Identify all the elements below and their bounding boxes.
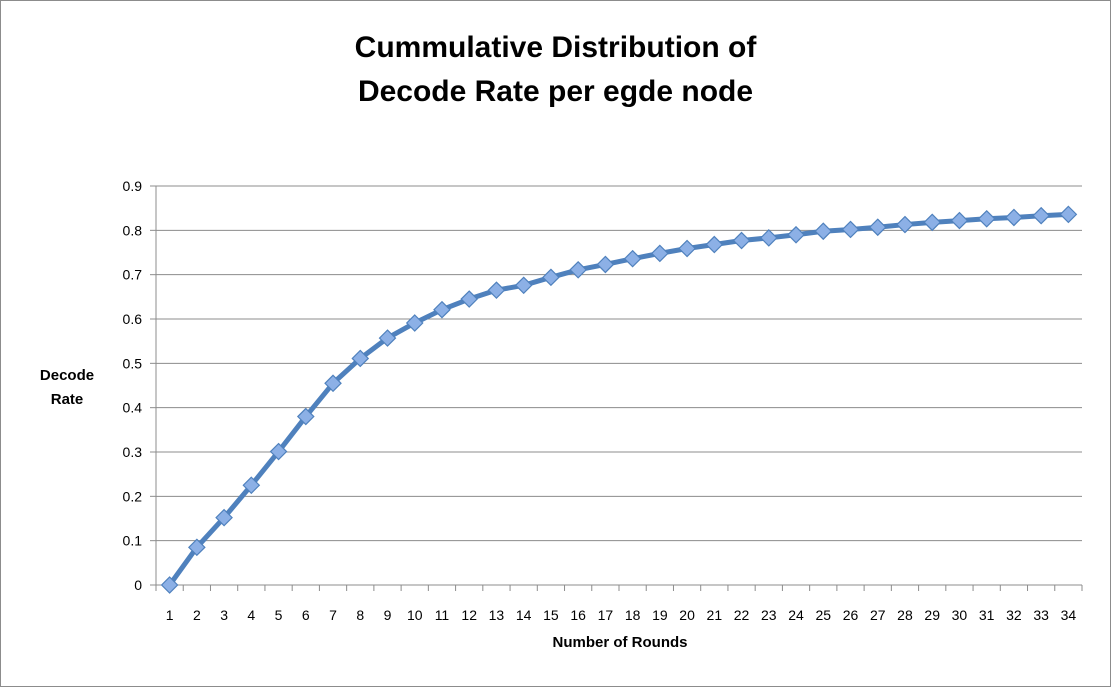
y-axis-label-line-2: Rate xyxy=(50,391,84,408)
x-tick-label: 15 xyxy=(543,607,559,623)
y-tick-label: 0.2 xyxy=(123,488,143,504)
data-point-marker xyxy=(759,229,778,247)
data-point-marker xyxy=(678,239,696,258)
y-tick-label: 0.8 xyxy=(123,222,143,238)
x-tick-label: 27 xyxy=(870,607,886,623)
data-point-marker xyxy=(1032,206,1050,225)
data-point-marker xyxy=(651,244,669,263)
data-point-marker xyxy=(487,281,506,300)
y-tick-label: 0.7 xyxy=(123,267,143,283)
data-point-marker xyxy=(569,260,587,279)
axes xyxy=(150,185,1083,591)
data-point-marker xyxy=(732,231,751,250)
data-point-marker xyxy=(514,276,533,295)
data-point-marker xyxy=(542,268,560,287)
x-tick-label: 1 xyxy=(166,607,174,623)
y-axis-label-line-1: Decode xyxy=(39,367,95,384)
x-axis-label: Number of Rounds xyxy=(552,634,688,651)
x-tick-label: 30 xyxy=(952,607,968,623)
series-line xyxy=(167,211,1071,588)
data-point-marker xyxy=(787,225,805,244)
data-point-marker xyxy=(242,476,261,495)
y-tick-label: 0.1 xyxy=(123,533,143,549)
data-point-marker xyxy=(623,249,642,268)
data-point-marker xyxy=(950,211,969,230)
x-tick-label: 22 xyxy=(734,607,750,623)
data-point-marker xyxy=(896,215,914,234)
y-tick-label: 0.4 xyxy=(123,400,143,416)
x-tick-label: 10 xyxy=(407,607,423,623)
x-tick-label: 3 xyxy=(220,607,228,623)
data-point-marker xyxy=(405,314,424,332)
x-tick-label: 21 xyxy=(707,607,723,623)
data-point-marker xyxy=(868,218,887,237)
data-point-marker xyxy=(596,255,615,274)
y-tick-label: 0 xyxy=(134,577,142,593)
data-point-marker xyxy=(351,349,370,368)
chart-title-line-1: Cummulative Distribution of xyxy=(354,31,757,64)
data-point-marker xyxy=(841,220,860,239)
data-point-marker xyxy=(1059,205,1078,224)
data-point-marker xyxy=(215,508,233,527)
x-tick-label: 18 xyxy=(625,607,641,623)
x-tick-label: 2 xyxy=(193,607,201,623)
x-tick-label: 17 xyxy=(598,607,614,623)
y-tick-label: 0.9 xyxy=(123,178,143,194)
data-point-marker xyxy=(433,300,451,319)
data-point-marker xyxy=(160,576,179,594)
chart-title-line-2: Decode Rate per egde node xyxy=(357,75,754,108)
x-tick-label: 34 xyxy=(1061,607,1077,623)
series-layer xyxy=(160,205,1078,594)
data-point-marker xyxy=(705,235,724,254)
x-tick-label: 28 xyxy=(897,607,913,623)
data-point-marker xyxy=(460,290,479,308)
x-tick-label: 29 xyxy=(924,607,940,623)
x-tick-label: 16 xyxy=(570,607,586,623)
x-tick-label: 8 xyxy=(356,607,364,623)
data-point-marker xyxy=(188,538,206,557)
y-tick-label: 0.6 xyxy=(123,311,143,327)
x-tick-label: 19 xyxy=(652,607,668,623)
x-tick-label: 33 xyxy=(1033,607,1049,623)
x-tick-label: 6 xyxy=(302,607,310,623)
y-tick-label: 0.3 xyxy=(123,444,143,460)
x-tick-label: 25 xyxy=(815,607,831,623)
x-tick-label: 4 xyxy=(247,607,255,623)
data-point-marker xyxy=(923,213,942,232)
y-tick-labels: 0 0.1 0.2 0.3 0.4 0.5 0.6 0.7 0.8 0.9 xyxy=(123,178,143,593)
data-point-marker xyxy=(324,374,342,393)
data-point-marker xyxy=(814,222,833,241)
x-tick-label: 24 xyxy=(788,607,804,623)
y-tick-label: 0.5 xyxy=(123,355,143,371)
x-tick-label: 20 xyxy=(679,607,695,623)
data-point-marker xyxy=(1005,208,1023,227)
x-tick-label: 5 xyxy=(275,607,283,623)
data-point-marker xyxy=(296,407,315,426)
x-tick-labels: 1 2 3 4 5 6 7 8 9 10 11 12 13 14 15 16 17 18 19 20 21 22 23 24 2… xyxy=(166,607,1077,623)
x-tick-label: 13 xyxy=(489,607,505,623)
data-point-marker xyxy=(378,329,397,347)
y-axis-label: Decode Rate xyxy=(22,364,112,412)
x-tick-label: 32 xyxy=(1006,607,1022,623)
data-point-marker xyxy=(269,442,288,461)
x-tick-label: 14 xyxy=(516,607,532,623)
x-tick-label: 31 xyxy=(979,607,995,623)
data-point-marker xyxy=(977,209,996,228)
x-tick-label: 9 xyxy=(384,607,392,623)
x-tick-label: 7 xyxy=(329,607,337,623)
gridlines xyxy=(156,185,1082,542)
x-tick-label: 26 xyxy=(843,607,859,623)
x-tick-label: 12 xyxy=(461,607,477,623)
x-tick-label: 23 xyxy=(761,607,777,623)
x-tick-label: 11 xyxy=(435,607,450,623)
